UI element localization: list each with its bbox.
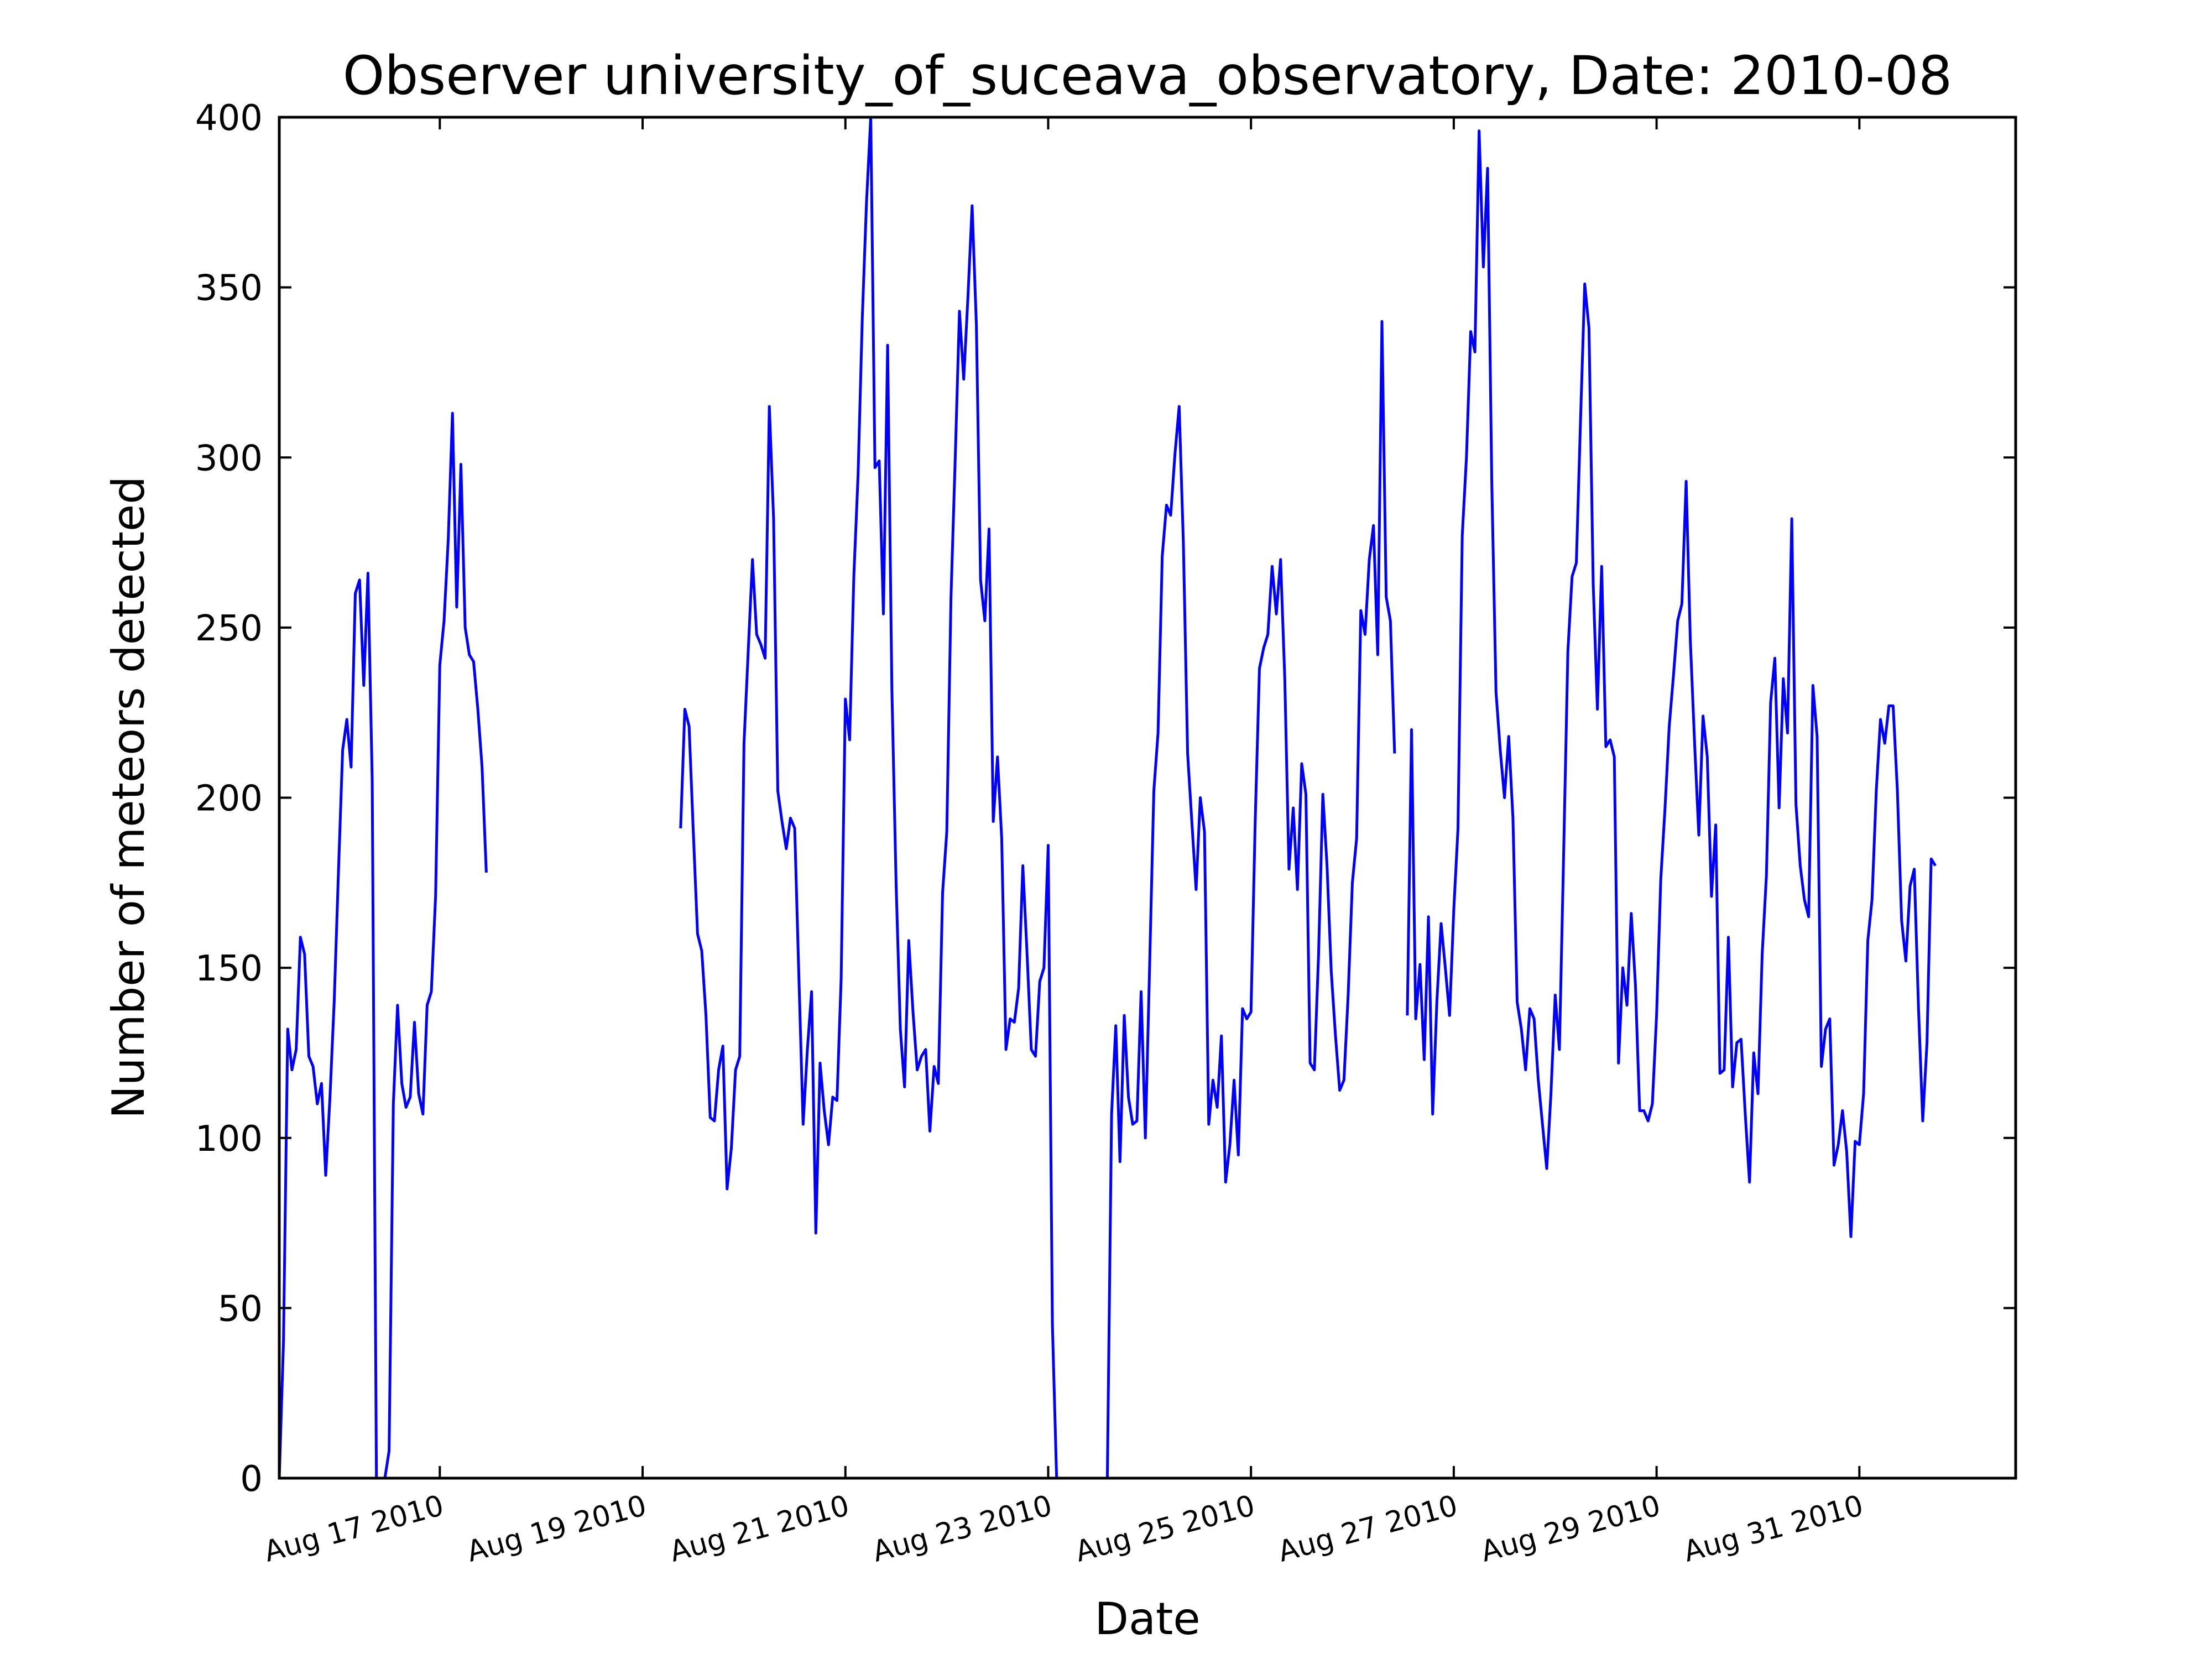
y-tick-label: 0 — [240, 1459, 263, 1500]
y-tick-label: 250 — [195, 608, 263, 649]
y-tick-label: 400 — [195, 98, 263, 139]
x-axis-label: Date — [1094, 1593, 1200, 1645]
y-tick-label: 50 — [218, 1288, 263, 1329]
chart-title: Observer university_of_suceava_observato… — [343, 45, 1952, 107]
y-tick-label: 200 — [195, 779, 263, 820]
y-tick-label: 100 — [195, 1119, 263, 1160]
series-line-segment-2 — [679, 116, 1396, 1480]
y-tick-label: 150 — [195, 948, 263, 989]
series-line-segment-3 — [1406, 129, 1937, 1238]
y-axis: 0 50 100 150 200 250 300 350 400 — [195, 98, 2016, 1500]
y-axis-label: Number of meteors detected — [103, 476, 154, 1119]
y-tick-label: 350 — [195, 268, 263, 309]
y-tick-label: 300 — [195, 438, 263, 479]
